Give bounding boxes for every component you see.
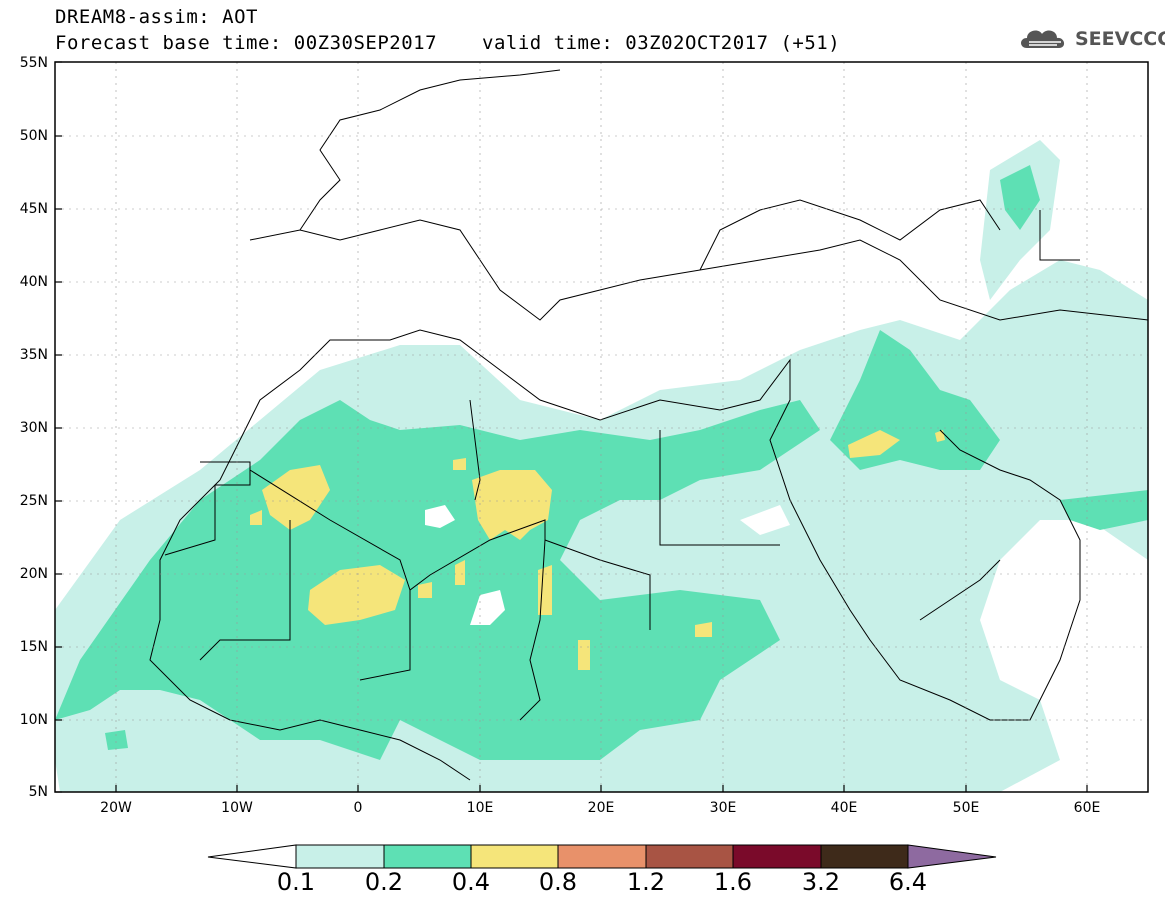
aot-field [55, 140, 1148, 792]
cloud-icon [1021, 30, 1065, 48]
lon-label: 20E [587, 800, 615, 816]
lat-label: 30N [19, 420, 48, 436]
colorbar-label: 6.4 [888, 868, 928, 896]
coastlines [149, 69, 1148, 781]
lat-label: 10N [19, 712, 48, 728]
colorbar-label: 0.2 [364, 868, 404, 896]
aot-level-0-2 [55, 165, 1148, 760]
lat-label: 45N [19, 201, 48, 217]
lat-label: 25N [19, 493, 48, 509]
axis-ticks [55, 61, 1088, 793]
lon-label: 0 [353, 800, 363, 816]
lat-label: 20N [19, 566, 48, 582]
lat-label: 55N [19, 55, 48, 71]
colorbar-swatch-3 [470, 844, 559, 869]
lat-label: 40N [19, 274, 48, 290]
colorbar-swatch-6 [732, 844, 822, 869]
aot-clear-areas [425, 505, 790, 625]
colorbar-swatch-2 [383, 844, 472, 869]
lon-label: 10W [221, 800, 253, 816]
lon-label: 30E [709, 800, 737, 816]
lat-label: 50N [19, 128, 48, 144]
lon-label: 20W [100, 800, 132, 816]
lat-label: 15N [19, 639, 48, 655]
aot-level-0-4 [250, 430, 945, 670]
lon-label: 40E [830, 800, 858, 816]
valid-time: valid time: 03Z02OCT2017 (+51) [482, 32, 841, 54]
logo-text: SEEVCCC [1075, 28, 1165, 50]
colorbar-label: 0.1 [276, 868, 316, 896]
lon-label: 50E [952, 800, 980, 816]
colorbar-label: 1.6 [713, 868, 753, 896]
colorbar-label: 0.8 [538, 868, 578, 896]
lat-label: 5N [28, 784, 48, 800]
colorbar [207, 844, 997, 869]
lon-label: 60E [1073, 800, 1101, 816]
colorbar-swatch-7 [820, 844, 909, 869]
colorbar-label: 1.2 [626, 868, 666, 896]
colorbar-under-triangle [207, 844, 297, 869]
colorbar-label: 3.2 [801, 868, 841, 896]
lat-label: 35N [19, 347, 48, 363]
forecast-base-time: Forecast base time: 00Z30SEP2017 [55, 32, 438, 54]
colorbar-swatch-1 [295, 844, 385, 869]
colorbar-over-triangle [907, 844, 997, 869]
colorbar-swatch-4 [557, 844, 647, 869]
colorbar-swatch-5 [645, 844, 734, 869]
seevccc-logo: SEEVCCC [1017, 22, 1165, 58]
map-title: DREAM8-assim: AOT [55, 6, 258, 28]
graticule [55, 62, 1148, 792]
lon-label: 10E [466, 800, 494, 816]
colorbar-label: 0.4 [451, 868, 491, 896]
